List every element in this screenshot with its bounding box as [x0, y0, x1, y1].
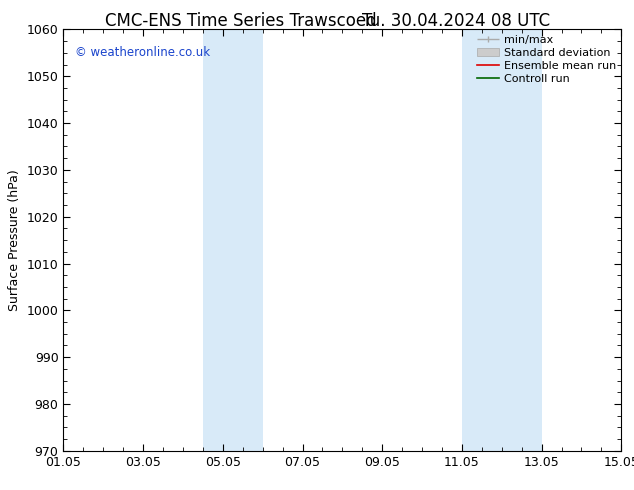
Y-axis label: Surface Pressure (hPa): Surface Pressure (hPa) — [8, 169, 21, 311]
Bar — [462, 29, 541, 451]
Text: Tu. 30.04.2024 08 UTC: Tu. 30.04.2024 08 UTC — [363, 12, 550, 30]
Text: CMC-ENS Time Series Trawscoed: CMC-ENS Time Series Trawscoed — [105, 12, 377, 30]
Bar — [203, 29, 262, 451]
Legend: min/max, Standard deviation, Ensemble mean run, Controll run: min/max, Standard deviation, Ensemble me… — [474, 32, 619, 87]
Text: © weatheronline.co.uk: © weatheronline.co.uk — [75, 46, 210, 59]
